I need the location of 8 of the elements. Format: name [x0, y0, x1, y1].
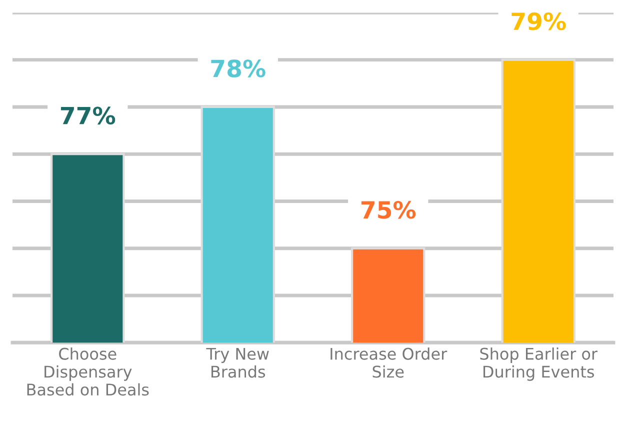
data-label: 79%	[512, 12, 566, 30]
x-tick-label: Increase Order Size	[330, 347, 448, 378]
x-tick-label: Try New Brands	[206, 348, 269, 378]
data-label: 77%	[60, 106, 116, 125]
data-label: 78%	[211, 60, 266, 78]
x-tick-label: Choose Dispensary Based on Deals	[27, 347, 149, 396]
data-label: 75%	[361, 200, 416, 219]
x-tick-label: Shop Earlier or During Events	[480, 347, 598, 381]
